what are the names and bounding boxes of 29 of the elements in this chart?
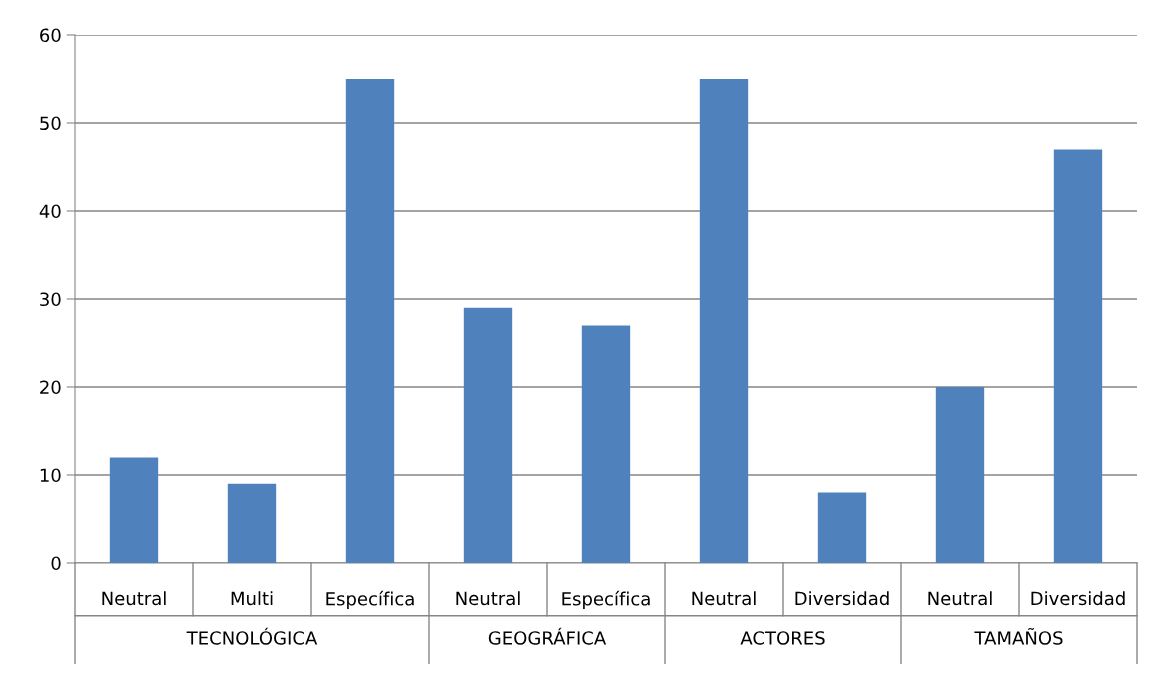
y-tick-label: 30 bbox=[40, 292, 61, 307]
text: TAMAÑOS bbox=[974, 627, 1063, 645]
bar bbox=[935, 387, 985, 563]
x-tick-label: Específica bbox=[562, 590, 650, 610]
y-tick-label: 0 bbox=[51, 556, 61, 571]
x-tick-label: Neutral bbox=[692, 591, 756, 606]
bar bbox=[463, 307, 513, 563]
bar bbox=[581, 325, 631, 563]
y-tick-label: 40 bbox=[39, 204, 61, 219]
bar bbox=[1053, 149, 1103, 563]
bar bbox=[227, 483, 277, 563]
x-tick-label: Diversidad bbox=[795, 591, 889, 606]
y-tick-label: 60 bbox=[40, 28, 61, 43]
x-tick-label: Neutral bbox=[102, 591, 166, 606]
y-tick-label: 20 bbox=[40, 380, 61, 395]
text: TECNOLÓGICA bbox=[186, 627, 318, 645]
bar bbox=[345, 79, 395, 563]
x-tick-label: Neutral bbox=[928, 591, 992, 606]
x-tick-label: Específica bbox=[326, 590, 414, 610]
x-tick-label: Neutral bbox=[456, 591, 520, 606]
x-tick-label: Multi bbox=[231, 591, 273, 606]
bar bbox=[109, 457, 159, 563]
text: GEOGRÁFICA bbox=[488, 627, 607, 645]
x-tick-label: Diversidad bbox=[1031, 591, 1125, 606]
text: ACTORES bbox=[740, 631, 825, 645]
bar bbox=[699, 79, 749, 563]
y-tick-label: 50 bbox=[40, 116, 61, 131]
bar bbox=[817, 492, 867, 563]
y-tick-label: 10 bbox=[40, 468, 61, 483]
